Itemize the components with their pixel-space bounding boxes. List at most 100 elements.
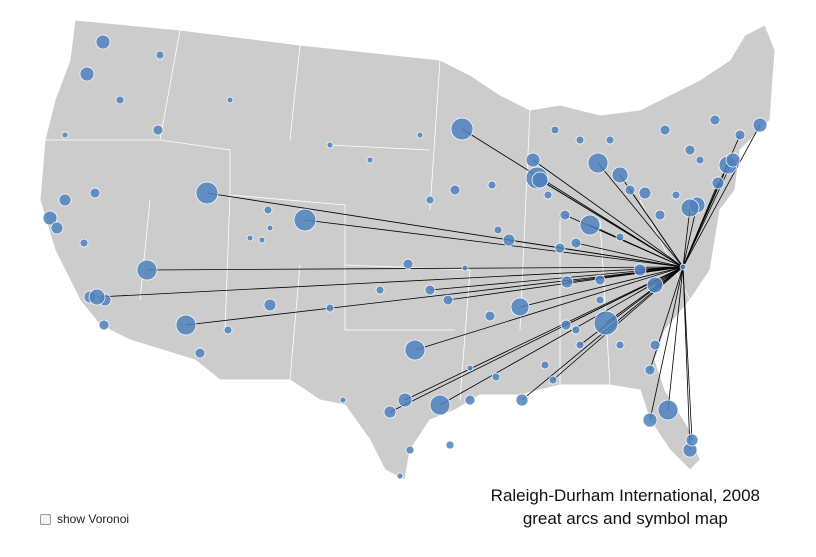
airport[interactable]	[711, 176, 725, 190]
airport[interactable]	[246, 234, 254, 242]
airport[interactable]	[642, 412, 658, 428]
airport[interactable]	[115, 95, 125, 105]
airport[interactable]	[644, 364, 656, 376]
airport[interactable]	[633, 263, 647, 277]
airport[interactable]	[540, 360, 550, 370]
airport[interactable]	[88, 288, 106, 306]
airport[interactable]	[79, 66, 95, 82]
airport[interactable]	[575, 135, 585, 145]
airport[interactable]	[484, 310, 496, 322]
airport[interactable]	[560, 275, 574, 289]
airport[interactable]	[445, 440, 455, 450]
airport[interactable]	[152, 124, 164, 136]
airport[interactable]	[624, 184, 636, 196]
airport[interactable]	[671, 190, 681, 200]
airport[interactable]	[685, 433, 699, 447]
airport[interactable]	[155, 50, 165, 60]
airport[interactable]	[366, 156, 374, 164]
airport[interactable]	[375, 285, 385, 295]
airport[interactable]	[679, 263, 687, 271]
airport[interactable]	[95, 34, 111, 50]
airport[interactable]	[752, 117, 768, 133]
airport[interactable]	[258, 236, 266, 244]
airport[interactable]	[510, 297, 530, 317]
airport[interactable]	[594, 274, 606, 286]
airport[interactable]	[571, 325, 581, 335]
airport[interactable]	[709, 114, 721, 126]
airport[interactable]	[442, 294, 454, 306]
airport[interactable]	[646, 276, 664, 294]
airport[interactable]	[605, 135, 615, 145]
airport[interactable]	[579, 214, 601, 236]
airport[interactable]	[89, 187, 101, 199]
checkbox[interactable]	[40, 513, 51, 525]
airport[interactable]	[493, 225, 503, 235]
airport[interactable]	[383, 405, 397, 419]
airport[interactable]	[404, 339, 426, 361]
airport[interactable]	[263, 298, 277, 312]
airport[interactable]	[416, 131, 424, 139]
airport[interactable]	[61, 131, 69, 139]
airport[interactable]	[657, 399, 679, 421]
voronoi-toggle[interactable]: show Voronoi	[40, 512, 129, 526]
airport[interactable]	[560, 319, 572, 331]
airport[interactable]	[575, 340, 585, 350]
airport[interactable]	[654, 209, 666, 221]
airport[interactable]	[339, 396, 347, 404]
airport[interactable]	[548, 375, 558, 385]
airport[interactable]	[58, 193, 72, 207]
airport[interactable]	[223, 325, 233, 335]
airport[interactable]	[491, 372, 501, 382]
airport[interactable]	[734, 129, 746, 141]
airport[interactable]	[194, 347, 206, 359]
airport[interactable]	[42, 210, 58, 226]
airport[interactable]	[461, 264, 469, 272]
airport[interactable]	[659, 124, 671, 136]
airport[interactable]	[525, 152, 541, 168]
airport[interactable]	[487, 180, 497, 190]
airport[interactable]	[450, 117, 474, 141]
airport[interactable]	[449, 184, 461, 196]
airport[interactable]	[402, 258, 414, 270]
airport[interactable]	[424, 284, 436, 296]
airport[interactable]	[593, 310, 619, 336]
airport[interactable]	[50, 221, 64, 235]
airport[interactable]	[79, 238, 89, 248]
airport[interactable]	[550, 125, 560, 135]
airport[interactable]	[531, 171, 549, 189]
airport[interactable]	[226, 96, 234, 104]
airport[interactable]	[263, 205, 273, 215]
airport[interactable]	[543, 190, 553, 200]
airport[interactable]	[725, 152, 741, 168]
airport[interactable]	[554, 242, 566, 254]
airport[interactable]	[559, 209, 571, 221]
airport[interactable]	[464, 394, 476, 406]
airport[interactable]	[325, 303, 335, 313]
airport[interactable]	[615, 232, 625, 242]
airport[interactable]	[611, 166, 629, 184]
airport[interactable]	[429, 394, 451, 416]
airport[interactable]	[515, 393, 529, 407]
airport[interactable]	[266, 224, 274, 232]
airport[interactable]	[293, 208, 317, 232]
airport[interactable]	[466, 364, 474, 372]
airport[interactable]	[396, 472, 404, 480]
airport[interactable]	[638, 186, 652, 200]
airport[interactable]	[175, 314, 197, 336]
airport[interactable]	[195, 181, 219, 205]
airport[interactable]	[587, 152, 609, 174]
airport[interactable]	[570, 237, 582, 249]
airport[interactable]	[405, 445, 415, 455]
airport[interactable]	[425, 195, 435, 205]
airport[interactable]	[695, 155, 705, 165]
airport[interactable]	[502, 233, 516, 247]
airport[interactable]	[649, 339, 661, 351]
airport[interactable]	[615, 340, 625, 350]
airport[interactable]	[680, 198, 700, 218]
airport[interactable]	[684, 144, 696, 156]
airport[interactable]	[98, 319, 110, 331]
airport[interactable]	[595, 295, 605, 305]
airport[interactable]	[136, 259, 158, 281]
airport[interactable]	[326, 141, 334, 149]
airport[interactable]	[397, 392, 413, 408]
